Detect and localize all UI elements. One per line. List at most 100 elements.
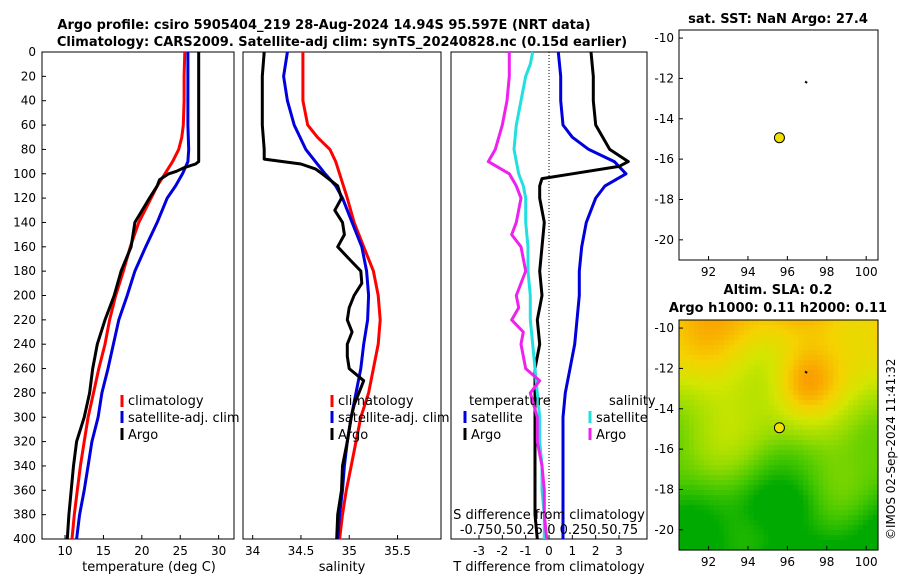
heat-cell [753, 445, 760, 451]
heat-cell [688, 355, 695, 361]
heat-cell [753, 500, 760, 506]
heat-cell [873, 445, 879, 451]
heat-cell [723, 525, 730, 531]
heat-cell [733, 380, 740, 386]
heat-cell [679, 390, 685, 396]
heat-cell [838, 440, 844, 446]
heat-cell [723, 390, 730, 396]
heat-cell [738, 355, 745, 361]
heat-cell [778, 530, 785, 536]
heat-cell [803, 375, 809, 381]
heat-cell [778, 545, 785, 551]
heat-cell [768, 355, 775, 361]
heat-cell [858, 540, 864, 546]
heat-cell [803, 495, 809, 501]
heat-cell [723, 425, 730, 431]
heat-cell [828, 495, 834, 501]
heat-cell [868, 430, 874, 436]
heat-cell [803, 390, 809, 396]
heat-cell [848, 435, 854, 441]
heat-cell [698, 510, 705, 516]
heat-cell [703, 360, 710, 366]
heat-cell [808, 435, 814, 441]
heat-cell [718, 470, 725, 476]
heat-cell [703, 350, 710, 356]
heat-cell [708, 510, 715, 516]
heat-cell [868, 525, 874, 531]
heat-cell [763, 485, 770, 491]
heat-cell [768, 475, 775, 481]
heat-cell [843, 525, 849, 531]
map-x-tick-label: 98 [819, 555, 834, 569]
heat-cell [873, 465, 879, 471]
heat-cell [718, 360, 725, 366]
heat-cell [803, 535, 809, 541]
heat-cell [778, 455, 785, 461]
heat-cell [703, 435, 710, 441]
heat-cell [693, 520, 700, 526]
heat-cell [693, 350, 700, 356]
heat-cell [718, 485, 725, 491]
heat-cell [783, 320, 790, 326]
heat-cell [773, 510, 780, 516]
heat-cell [693, 540, 700, 546]
heat-cell [838, 405, 844, 411]
heat-cell [679, 345, 685, 351]
heat-cell [843, 450, 849, 456]
heat-cell [773, 520, 780, 526]
heat-cell [778, 330, 785, 336]
heat-cell [758, 495, 765, 501]
heat-cell [728, 330, 735, 336]
heat-cell [793, 385, 799, 391]
heat-cell [718, 515, 725, 521]
heat-cell [683, 470, 690, 476]
heat-cell [823, 415, 829, 421]
heat-cell [783, 370, 790, 376]
heat-cell [723, 395, 730, 401]
heat-cell [873, 450, 879, 456]
x-tick-label: 35 [342, 544, 357, 558]
heat-cell [793, 400, 799, 406]
heat-cell [833, 435, 839, 441]
heat-cell [683, 475, 690, 481]
heat-cell [868, 350, 874, 356]
heat-cell [698, 425, 705, 431]
heat-cell [848, 320, 854, 326]
heat-cell [813, 430, 819, 436]
heat-cell [778, 325, 785, 331]
heat-cell [873, 330, 879, 336]
heat-cell [763, 385, 770, 391]
x-tick-label: 34 [245, 544, 260, 558]
heat-cell [743, 525, 750, 531]
heat-cell [833, 465, 839, 471]
heat-cell [768, 450, 775, 456]
heat-cell [853, 375, 859, 381]
heat-cell [843, 390, 849, 396]
heat-cell [743, 540, 750, 546]
heat-cell [773, 395, 780, 401]
heat-cell [713, 350, 720, 356]
heat-cell [823, 465, 829, 471]
heat-cell [848, 520, 854, 526]
heat-cell [763, 430, 770, 436]
heat-cell [748, 365, 755, 371]
heat-cell [743, 545, 750, 551]
heat-cell [783, 380, 790, 386]
heat-cell [788, 475, 795, 481]
heat-cell [803, 505, 809, 511]
heat-cell [703, 495, 710, 501]
heat-cell [818, 495, 824, 501]
heat-cell [703, 510, 710, 516]
heat-cell [693, 450, 700, 456]
heat-cell [738, 440, 745, 446]
heat-cell [679, 525, 685, 531]
heat-cell [683, 510, 690, 516]
heat-cell [863, 365, 869, 371]
heat-cell [713, 395, 720, 401]
heat-cell [713, 510, 720, 516]
heat-cell [683, 385, 690, 391]
heat-cell [833, 510, 839, 516]
heat-cell [783, 450, 790, 456]
heat-cell [733, 375, 740, 381]
heat-cell [873, 355, 879, 361]
